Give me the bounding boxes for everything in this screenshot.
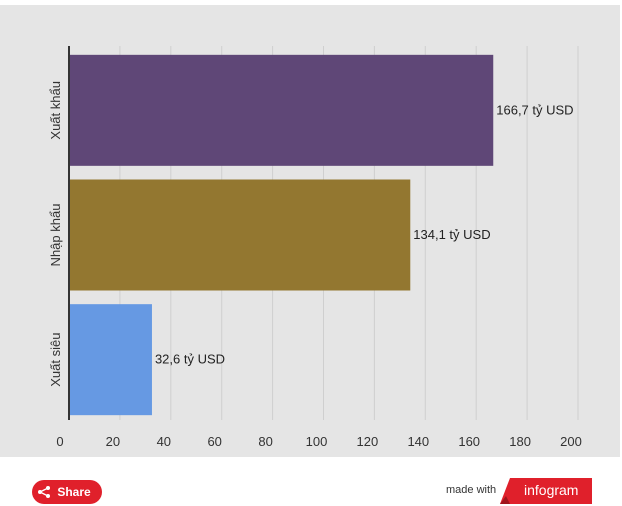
category-label: Xuất siêu: [48, 333, 63, 387]
x-tick-label: 120: [357, 434, 379, 449]
x-tick-label: 160: [458, 434, 480, 449]
x-axis-ticks: 0 20 40 60 80 100 120 140 160 180 200: [56, 434, 581, 449]
bars: [69, 54, 494, 416]
share-icon: [38, 486, 51, 498]
x-tick-label: 140: [407, 434, 429, 449]
bar[interactable]: [69, 54, 494, 166]
brand-label[interactable]: infogram: [524, 482, 579, 498]
share-label: Share: [57, 485, 91, 499]
x-tick-label: 20: [106, 434, 120, 449]
x-tick-label: 100: [306, 434, 328, 449]
bar-chart: 166,7 tỷ USD 134,1 tỷ USD 32,6 tỷ USD Xuất…: [0, 5, 620, 457]
x-tick-label: 0: [56, 434, 63, 449]
category-label: Xuất khẩu: [48, 81, 63, 140]
x-tick-label: 200: [560, 434, 582, 449]
data-label: 166,7 tỷ USD: [496, 102, 573, 117]
bar[interactable]: [69, 304, 152, 416]
share-button[interactable]: Share: [32, 480, 102, 504]
category-label: Nhập khẩu: [48, 204, 63, 267]
x-tick-label: 40: [157, 434, 171, 449]
bar[interactable]: [69, 179, 411, 291]
x-tick-label: 60: [207, 434, 221, 449]
footer-bar: Share made with infogram: [0, 462, 622, 506]
data-label: 32,6 tỷ USD: [155, 352, 225, 367]
category-labels: Xuất khẩu Nhập khẩu Xuất siêu: [48, 81, 63, 387]
data-label: 134,1 tỷ USD: [413, 227, 490, 242]
made-with-label: made with: [446, 484, 497, 496]
x-tick-label: 80: [258, 434, 272, 449]
data-labels: 166,7 tỷ USD 134,1 tỷ USD 32,6 tỷ USD: [155, 102, 574, 366]
infogram-logo-icon[interactable]: [500, 478, 592, 504]
x-tick-label: 180: [509, 434, 531, 449]
